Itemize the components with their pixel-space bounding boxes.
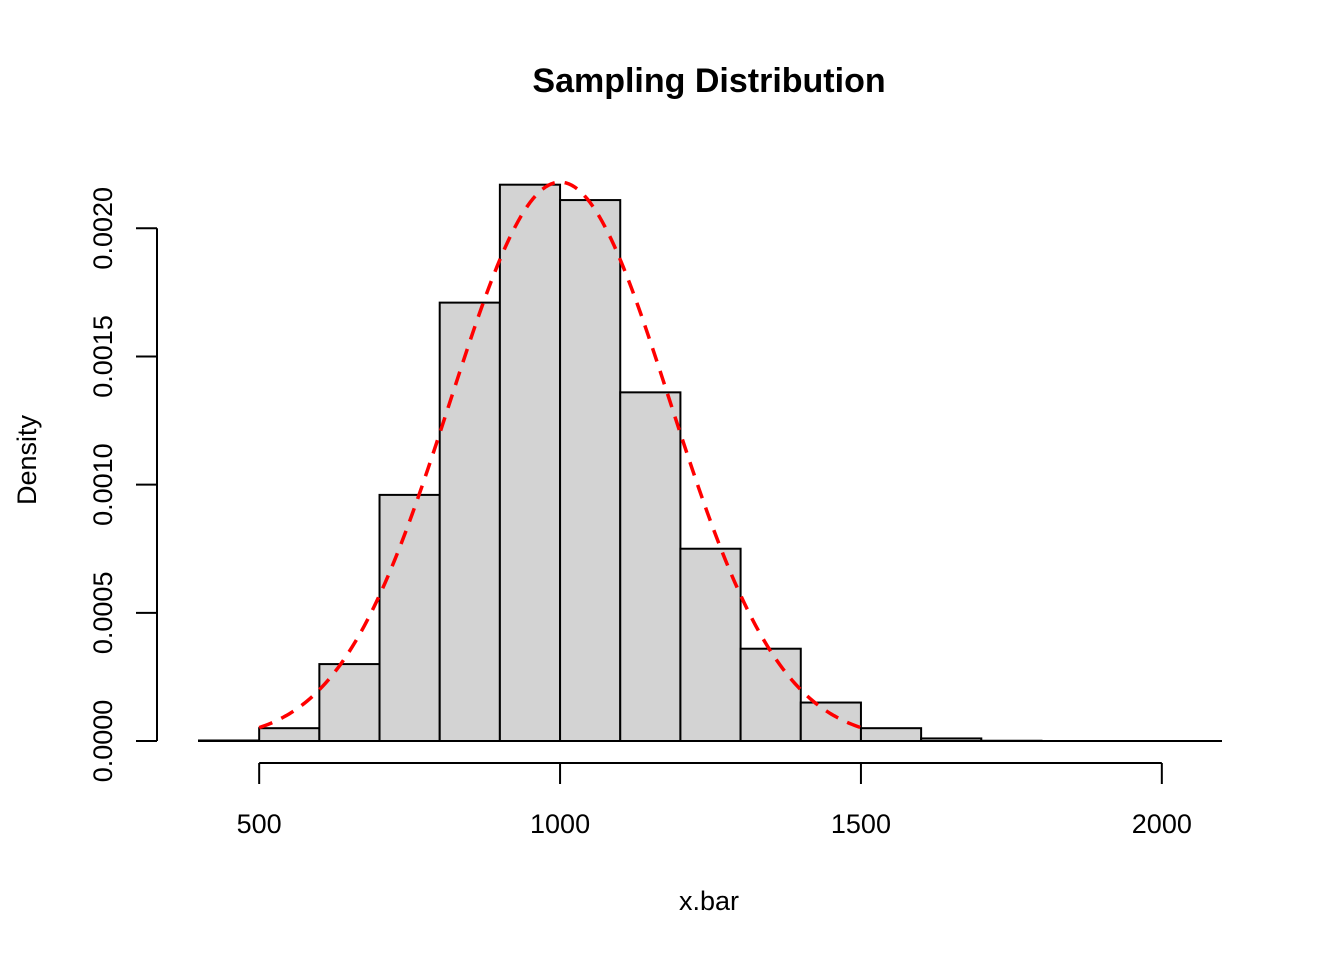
y-tick-label: 0.0000 xyxy=(88,700,118,783)
histogram-bar xyxy=(739,647,802,743)
histogram-bars xyxy=(198,183,1222,743)
y-tick-label: 0.0020 xyxy=(88,187,118,270)
x-axis-label: x.bar xyxy=(679,886,739,916)
y-tick-label: 0.0005 xyxy=(88,572,118,655)
histogram-bar xyxy=(258,727,321,743)
x-tick-label: 500 xyxy=(237,809,282,839)
histogram-bar xyxy=(679,547,742,743)
x-tick-label: 2000 xyxy=(1132,809,1192,839)
histogram-bar xyxy=(438,301,501,742)
y-tick-label: 0.0015 xyxy=(88,315,118,398)
y-tick-label: 0.0010 xyxy=(88,443,118,526)
histogram-bar xyxy=(559,199,622,742)
chart-title: Sampling Distribution xyxy=(532,62,885,100)
histogram-bar xyxy=(498,183,562,742)
y-axis: 0.0000 0.0005 0.0010 0.0015 0.0020 xyxy=(88,187,158,783)
histogram-bar xyxy=(859,727,923,743)
histogram-bar xyxy=(378,493,441,742)
x-axis: 500 1000 1500 2000 xyxy=(237,762,1192,839)
histogram-bar xyxy=(619,391,682,742)
histogram-bar xyxy=(318,663,381,742)
y-axis-label: Density xyxy=(12,414,42,505)
x-tick-label: 1500 xyxy=(831,809,891,839)
histogram-bar xyxy=(799,701,862,743)
x-tick-label: 1000 xyxy=(530,809,590,839)
